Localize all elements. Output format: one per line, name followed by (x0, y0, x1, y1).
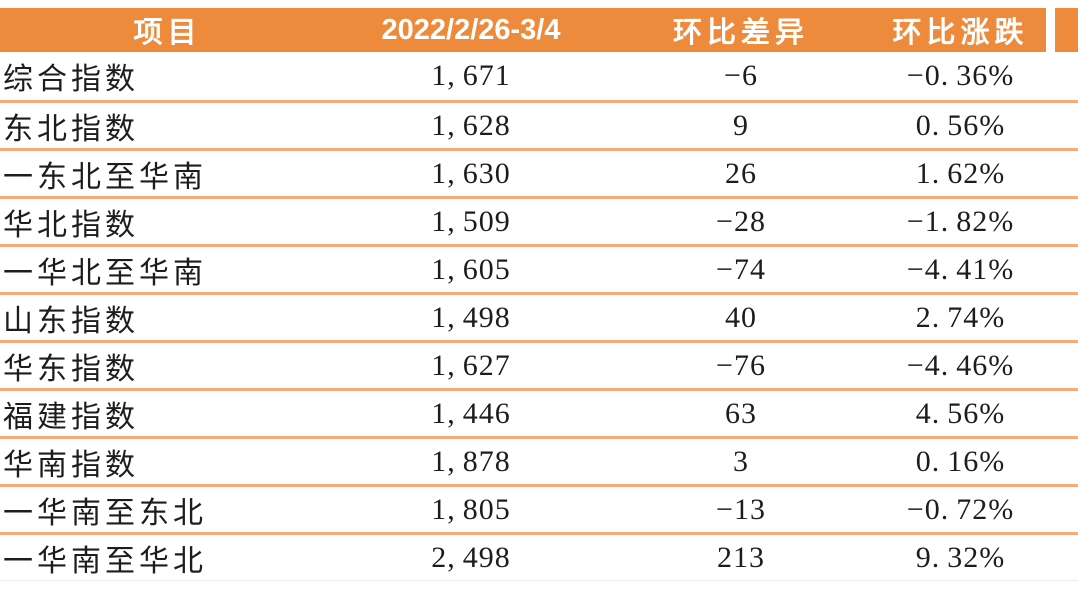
table-header: 项目 2022/2/26-3/4 环比差异 环比涨跌 (0, 8, 1078, 52)
cropped-next-cell (1046, 148, 1078, 198)
table-row: 福建指数 1, 446 63 4. 56% (0, 388, 1078, 438)
value-cell: 1, 498 (335, 292, 607, 342)
value-cell: 26 (607, 148, 875, 198)
cropped-next-cell (1046, 436, 1078, 486)
item-cell: 一华北至华南 (0, 244, 335, 294)
table-row: 东北指数 1, 628 9 0. 56% (0, 100, 1078, 150)
value-cell: −74 (607, 244, 875, 294)
value-cell: −6 (724, 59, 758, 92)
value-cell: −28 (607, 196, 875, 246)
table-row: 华东指数 1, 627 −76 −4. 46% (0, 340, 1078, 390)
column-header-item: 项目 (0, 8, 335, 52)
item-cell: 一东北至华南 (0, 148, 335, 198)
column-header-wow-change: 环比涨跌 (875, 8, 1046, 52)
table-row: 一华南至东北 1, 805 −13 −0. 72% (0, 484, 1078, 534)
item-cell: 山东指数 (0, 292, 335, 342)
item-cell: 华南指数 (0, 436, 335, 486)
value-cell: 1, 805 (335, 484, 607, 534)
value-cell: 0. 16% (875, 436, 1046, 486)
value-cell: −13 (607, 484, 875, 534)
value-cell: 1, 630 (335, 148, 607, 198)
item-cell: 一华南至华北 (0, 532, 335, 581)
item-cell: 华东指数 (0, 340, 335, 390)
value-cell: −4. 41% (875, 244, 1046, 294)
table-row: 一东北至华南 1, 630 26 1. 62% (0, 148, 1078, 198)
value-cell: 1, 878 (335, 436, 607, 486)
table-row: 山东指数 1, 498 40 2. 74% (0, 292, 1078, 342)
value-cell: 40 (607, 292, 875, 342)
value-cell: −4. 46% (875, 340, 1046, 390)
table-row: 华南指数 1, 878 3 0. 16% (0, 436, 1078, 486)
value-cell: 4. 56% (875, 388, 1046, 438)
value-cell: −76 (607, 340, 875, 390)
cropped-next-cell (1046, 244, 1078, 294)
value-cell: −1. 82% (875, 196, 1046, 246)
table-body: 综合指数 1, 671 −6 −0. 36% 东北指数 1, 628 9 0. 56% 一东北至… (0, 52, 1078, 581)
column-header-wow-diff: 环比差异 (607, 8, 875, 52)
value-cell: 1, 671 (431, 59, 511, 92)
value-cell: 1, 605 (335, 244, 607, 294)
cropped-next-cell (1046, 388, 1078, 438)
table-row: 综合指数 1, 671 −6 −0. 36% (0, 52, 1078, 102)
value-cell: 9. 32% (875, 532, 1046, 581)
table-row: 一华南至华北 2, 498 213 9. 32% (0, 532, 1078, 581)
value-cell: −0. 72% (875, 484, 1046, 534)
item-cell: 福建指数 (0, 388, 335, 438)
table-row: 华北指数 1, 509 −28 −1. 82% (0, 196, 1078, 246)
column-header-period: 2022/2/26-3/4 (335, 8, 607, 52)
header-row: 项目 2022/2/26-3/4 环比差异 环比涨跌 (0, 8, 1078, 52)
cropped-next-cell (1046, 100, 1078, 150)
cropped-next-cell (1046, 340, 1078, 390)
freight-index-table: 项目 2022/2/26-3/4 环比差异 环比涨跌 综合指数 1, 671 −6 −… (0, 8, 1078, 581)
value-cell: −0. 36% (906, 59, 1015, 92)
value-cell: 1, 628 (335, 100, 607, 150)
value-cell: 1. 62% (875, 148, 1046, 198)
value-cell: 1, 446 (335, 388, 607, 438)
item-cell: 华北指数 (0, 196, 335, 246)
cropped-next-cell (1046, 196, 1078, 246)
item-cell: 东北指数 (0, 100, 335, 150)
value-cell: 3 (607, 436, 875, 486)
value-cell: 0. 56% (875, 100, 1046, 150)
cropped-next-cell (1046, 484, 1078, 534)
value-cell: 2. 74% (875, 292, 1046, 342)
value-cell: 2, 498 (335, 532, 607, 581)
item-cell: 一华南至东北 (0, 484, 335, 534)
header-column-gap (1046, 8, 1055, 52)
cropped-next-cell (1046, 292, 1078, 342)
value-cell: 9 (607, 100, 875, 150)
value-cell: 1, 509 (335, 196, 607, 246)
cropped-next-cell (1046, 532, 1078, 581)
cropped-next-cell (1046, 52, 1078, 102)
value-cell: 63 (607, 388, 875, 438)
table-row: 一华北至华南 1, 605 −74 −4. 41% (0, 244, 1078, 294)
value-cell: 1, 627 (335, 340, 607, 390)
value-cell: 213 (607, 532, 875, 581)
item-cell: 综合指数 (3, 63, 139, 96)
